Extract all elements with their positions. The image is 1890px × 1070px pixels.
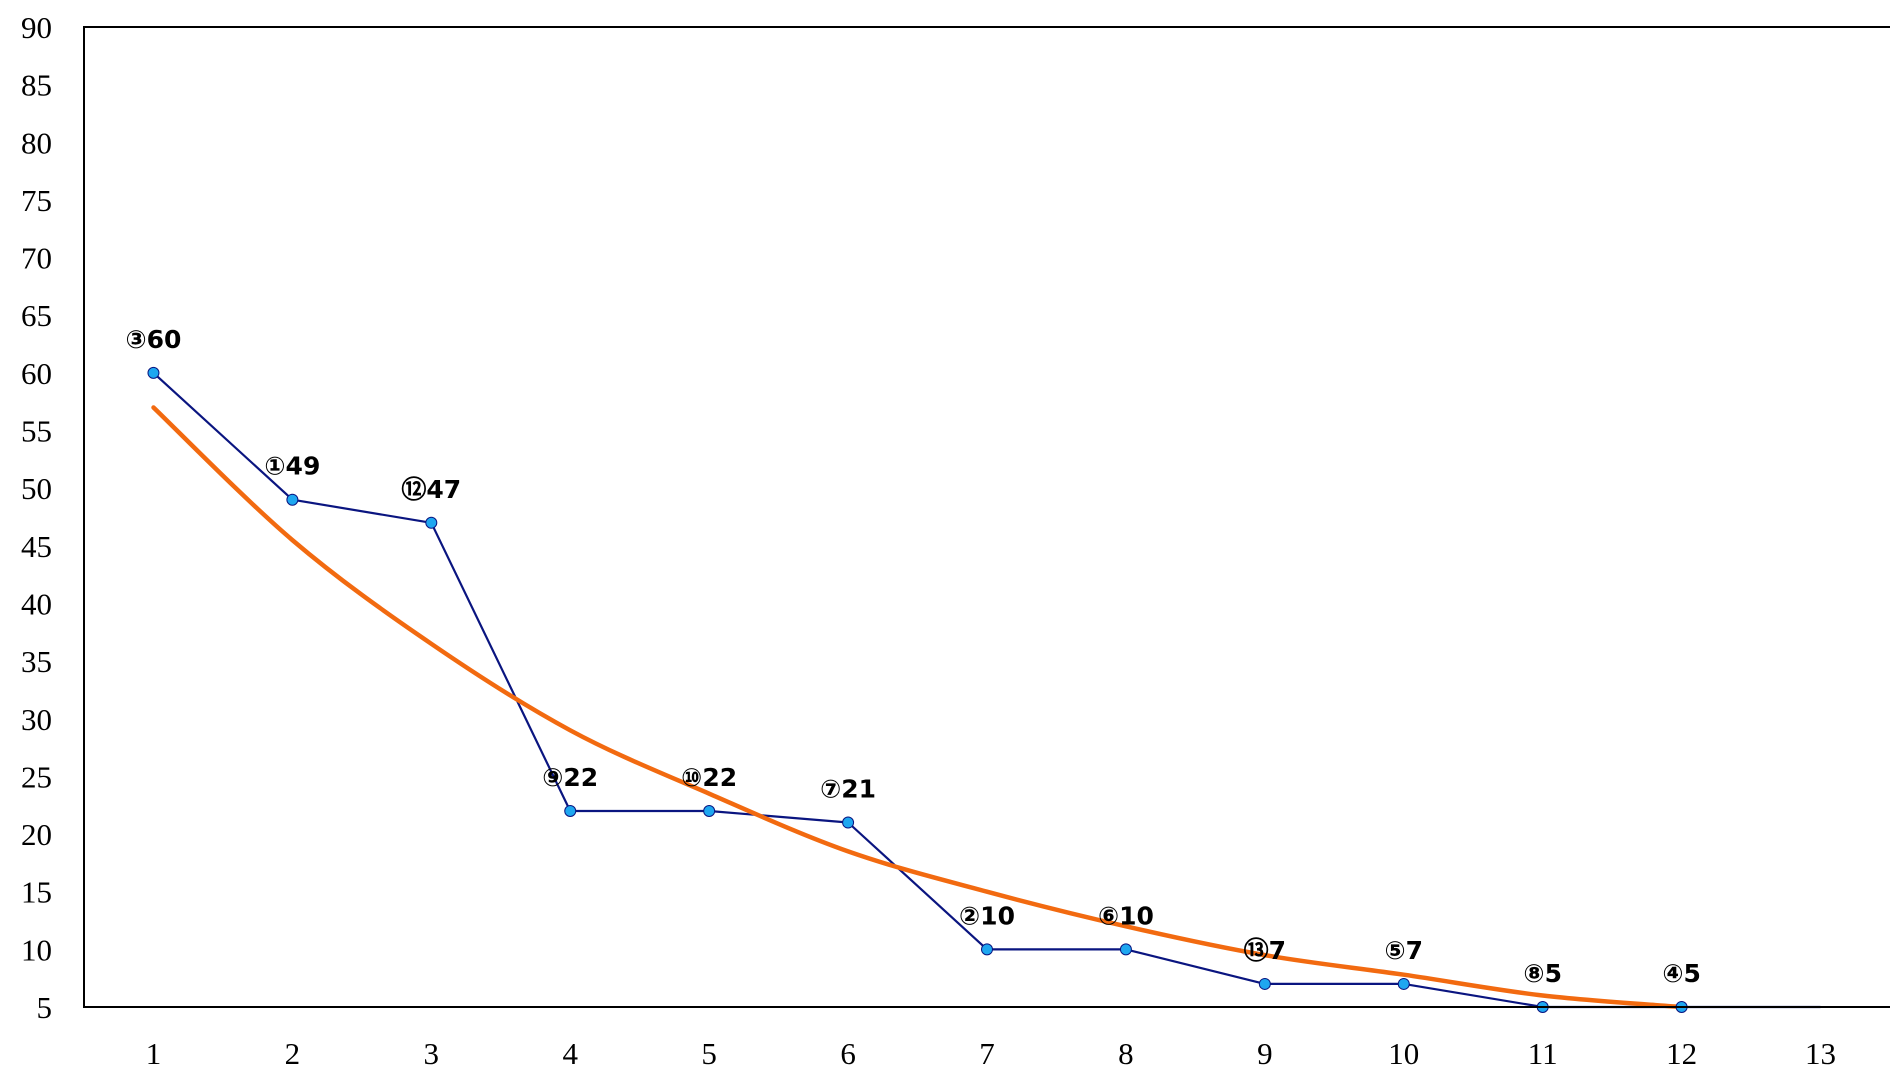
data-label: ⑧5: [1523, 959, 1562, 988]
x-tick-label: 6: [840, 1036, 856, 1070]
y-tick-label: 45: [21, 529, 52, 564]
data-point: [1397, 977, 1410, 990]
y-tick-label: 80: [21, 125, 52, 160]
data-label: ⑬7: [1244, 936, 1286, 965]
y-tick-label: 25: [21, 759, 52, 794]
y-tick-label: 60: [21, 356, 52, 391]
y-tick-label: 30: [21, 702, 52, 737]
data-point: [981, 943, 993, 956]
y-tick-label: 10: [21, 932, 52, 967]
y-tick-label: 75: [21, 183, 52, 218]
x-tick-label: 8: [1118, 1036, 1134, 1070]
x-tick-label: 5: [701, 1036, 717, 1070]
data-label: ⑩22: [681, 763, 737, 792]
data-label: ⑫47: [401, 475, 461, 504]
data-label: ⑤7: [1384, 936, 1423, 965]
data-labels: ③60 ①49 ⑫47 ⑨22 ⑩22 ⑦21 ②10 ⑥10 ⑬7 ⑤7 ⑧5 ④5: [125, 325, 1700, 988]
data-label: ⑥10: [1098, 901, 1154, 930]
y-tick-label: 20: [21, 817, 52, 852]
y-tick-label: 35: [21, 644, 52, 679]
data-label: ④5: [1662, 959, 1701, 988]
plot-area-frame: [83, 26, 1890, 1008]
data-label: ⑦21: [820, 775, 876, 804]
data-point: [147, 366, 160, 379]
data-point: [1119, 943, 1132, 956]
data-point: [286, 493, 299, 506]
data-label: ⑨22: [542, 763, 598, 792]
x-tick-label: 2: [285, 1036, 301, 1070]
y-tick-label: 55: [21, 414, 52, 449]
y-tick-label: 40: [21, 586, 52, 621]
trendline-layer: [151, 405, 1684, 1010]
data-point: [425, 516, 438, 529]
y-tick-label: 5: [37, 990, 53, 1025]
y-axis-ticks: 5 10 15 20 25 30 35 40 45 50 55 60 65 70 75 80 85 90: [21, 10, 52, 1025]
x-tick-label: 4: [562, 1036, 578, 1070]
data-label: ③60: [125, 325, 181, 354]
x-tick-label: 3: [424, 1036, 440, 1070]
y-tick-label: 90: [21, 10, 52, 45]
x-tick-label: 10: [1388, 1036, 1419, 1070]
data-point: [1258, 977, 1271, 990]
trendline-curve: [151, 405, 1684, 1010]
y-tick-label: 15: [21, 875, 52, 910]
x-tick-label: 7: [979, 1036, 995, 1070]
y-tick-label: 85: [21, 68, 52, 103]
x-tick-label: 11: [1528, 1036, 1558, 1070]
x-tick-label: 13: [1805, 1036, 1836, 1070]
data-point: [842, 816, 855, 829]
data-point: [703, 805, 716, 817]
x-tick-label: 12: [1666, 1036, 1697, 1070]
x-axis-ticks: 1 2 3 4 5 6 7 8 9 10 11 12 13: [146, 1036, 1836, 1070]
y-tick-label: 65: [21, 298, 52, 333]
data-label: ①49: [264, 452, 320, 481]
marker-layer: [147, 366, 1688, 1013]
data-point: [564, 805, 577, 817]
data-label: ②10: [959, 901, 1015, 930]
x-tick-label: 1: [146, 1036, 162, 1070]
y-tick-label: 50: [21, 471, 52, 506]
x-tick-label: 9: [1257, 1036, 1273, 1070]
y-tick-label: 70: [21, 241, 52, 276]
